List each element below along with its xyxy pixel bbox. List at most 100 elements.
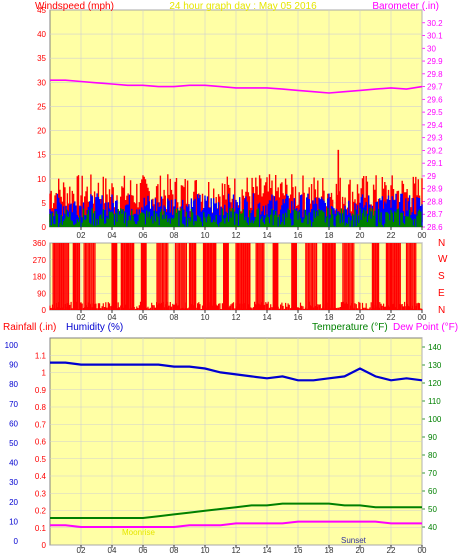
direction-label-w: W	[438, 254, 448, 265]
temperature-tick-label: 110	[428, 397, 441, 406]
x-tick-label: 00	[418, 546, 427, 555]
rain-tick-label: 0.4	[35, 472, 47, 481]
barometer-tick-label: 30.1	[427, 32, 443, 41]
barometer-tick-label: 29.2	[427, 146, 443, 155]
humidity-tick-label: 30	[9, 478, 18, 487]
direction-bar	[156, 243, 169, 310]
windspeed-tick-label: 35	[37, 54, 46, 63]
x-tick-label: 06	[139, 231, 148, 240]
temperature-tick-label: 70	[428, 469, 437, 478]
humidity-tick-label: 0	[14, 537, 19, 546]
x-tick-label: 22	[387, 231, 396, 240]
direction-label-s: S	[438, 271, 445, 282]
direction-bar	[322, 243, 336, 310]
direction-bar	[235, 243, 251, 310]
temperature-tick-label: 90	[428, 433, 437, 442]
direction-label-n-bottom: N	[438, 305, 445, 316]
barometer-series-line	[50, 79, 423, 94]
direction-bar	[385, 243, 401, 310]
x-tick-label: 06	[139, 546, 148, 555]
barometer-tick-label: 30.2	[427, 19, 443, 28]
dewpoint-series-line	[50, 520, 422, 528]
moonrise-marker-label: Moonrise	[122, 528, 155, 537]
barometer-tick-label: 29.6	[427, 95, 443, 104]
barometer-tick-label: 28.7	[427, 210, 443, 219]
x-tick-label: 18	[325, 231, 334, 240]
direction-bar	[202, 243, 217, 310]
humidity-tick-label: 60	[9, 419, 18, 428]
humidity-axis-title: Humidity (%)	[66, 322, 123, 333]
temperature-tick-label: 80	[428, 451, 437, 460]
chart-title: 24 hour graph day : May 05 2016	[169, 1, 317, 12]
x-tick-label: 18	[325, 546, 334, 555]
direction-bar	[342, 243, 355, 310]
rain-tick-label: 0.5	[35, 455, 47, 464]
barometer-tick-label: 29.8	[427, 70, 443, 79]
humidity-tick-label: 90	[9, 361, 18, 370]
x-tick-label: 16	[294, 231, 303, 240]
temperature-tick-label: 60	[428, 487, 437, 496]
x-tick-label: 00	[418, 313, 427, 322]
x-tick-label: 14	[263, 546, 272, 555]
barometer-axis-title: Barometer (.in)	[372, 1, 439, 12]
barometer-tick-label: 29	[427, 172, 436, 181]
humidity-tick-label: 50	[9, 439, 18, 448]
x-tick-label: 18	[325, 313, 334, 322]
rain-tick-label: 1.1	[35, 351, 47, 360]
rain-tick-label: 0.7	[35, 420, 47, 429]
direction-bar	[120, 243, 135, 310]
rain-tick-label: 0.6	[35, 438, 47, 447]
direction-tick-label: 0	[42, 306, 47, 315]
direction-bar	[83, 243, 96, 310]
x-tick-label: 00	[418, 231, 427, 240]
windspeed-tick-label: 10	[37, 175, 46, 184]
barometer-tick-label: 29.9	[427, 57, 443, 66]
temperature-tick-label: 120	[428, 379, 442, 388]
humidity-tick-label: 70	[9, 400, 18, 409]
direction-bar	[188, 243, 197, 310]
barometer-tick-label: 28.6	[427, 223, 443, 232]
rain-tick-label: 0.3	[35, 489, 47, 498]
barometer-tick-label: 29.1	[427, 159, 443, 168]
direction-bar	[72, 243, 81, 310]
direction-bar	[255, 243, 265, 310]
windspeed-tick-label: 25	[37, 102, 46, 111]
direction-tick-label: 180	[33, 273, 47, 282]
windspeed-tick-label: 45	[37, 6, 46, 15]
wind-band-min_wind	[49, 207, 423, 227]
x-tick-label: 06	[139, 313, 148, 322]
direction-label-e: E	[438, 288, 445, 299]
humidity-tick-label: 20	[9, 498, 18, 507]
humidity-tick-label: 80	[9, 380, 18, 389]
humidity-tick-label: 40	[9, 459, 18, 468]
direction-tick-label: 360	[33, 239, 47, 248]
direction-bar	[405, 243, 417, 310]
rain-tick-label: 0.8	[35, 403, 47, 412]
direction-bar	[223, 243, 229, 310]
direction-bar	[52, 243, 70, 310]
x-tick-label: 14	[263, 231, 272, 240]
rain-tick-label: 0.2	[35, 507, 47, 516]
sunset-marker-label: Sunset	[341, 536, 367, 545]
barometer-tick-label: 28.8	[427, 197, 443, 206]
direction-tick-label: 270	[33, 256, 47, 265]
temperature-tick-label: 50	[428, 505, 437, 514]
x-tick-label: 16	[294, 546, 303, 555]
direction-tick-label: 90	[37, 289, 46, 298]
direction-bar	[111, 243, 118, 310]
x-tick-label: 02	[77, 546, 86, 555]
humidity-series-line	[50, 361, 423, 382]
direction-bar	[272, 243, 279, 310]
x-tick-label: 04	[108, 313, 117, 322]
direction-bar	[305, 243, 318, 310]
barometer-tick-label: 28.9	[427, 185, 443, 194]
x-tick-label: 04	[108, 546, 117, 555]
barometer-tick-label: 30	[427, 44, 436, 53]
barometer-tick-label: 29.4	[427, 121, 443, 130]
x-tick-label: 16	[294, 313, 303, 322]
barometer-tick-label: 29.5	[427, 108, 443, 117]
windspeed-axis-title: Windspeed (mph)	[35, 1, 114, 12]
x-tick-label: 12	[232, 231, 241, 240]
barometer-tick-label: 29.7	[427, 83, 443, 92]
